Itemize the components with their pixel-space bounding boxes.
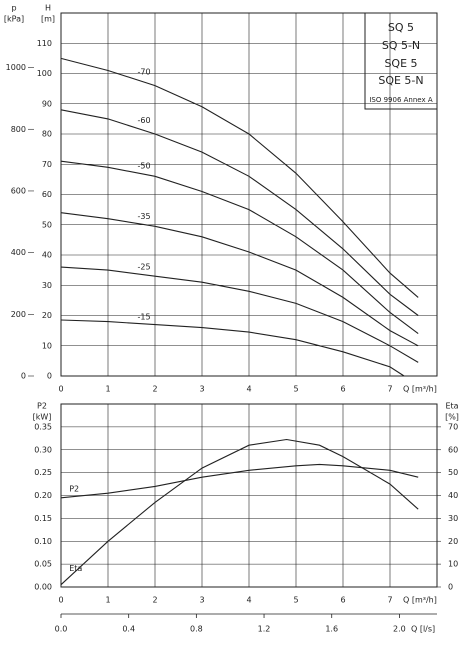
- y-tick-label: 10: [42, 341, 52, 350]
- y-tick-label: 50: [42, 220, 52, 229]
- product-label: SQ 5: [388, 21, 414, 34]
- y-tick-label: 20: [42, 311, 52, 320]
- product-box: [364, 12, 438, 110]
- y-axis-label: P2: [37, 402, 47, 411]
- curve: [60, 438, 419, 586]
- curve: [60, 160, 419, 335]
- x-tick-label: 4: [246, 596, 251, 605]
- x-tick-label: 5: [293, 596, 298, 605]
- x2-tick-label: 1.2: [258, 625, 271, 634]
- y-tick-label: 0.00: [34, 583, 52, 592]
- x-tick-label: 2: [152, 596, 157, 605]
- y-axis-label: H: [45, 4, 51, 13]
- curve: [60, 463, 419, 499]
- y2-tick-label: 50: [448, 468, 458, 477]
- y-tick-label: 40: [42, 251, 52, 260]
- curve-label: -15: [138, 313, 151, 322]
- y-tick-label: 0.05: [34, 560, 52, 569]
- y2-tick-label: 60: [448, 445, 458, 454]
- x2-tick-label: 1.6: [325, 625, 338, 634]
- y2-axis-label: p: [11, 4, 16, 13]
- x-tick-label: 0: [58, 385, 63, 394]
- x2-tick-label: 2.0: [393, 625, 406, 634]
- y-tick-label: 0.20: [34, 491, 52, 500]
- y-tick-label: 60: [42, 190, 52, 199]
- y2-tick-label: 20: [448, 537, 458, 546]
- x-tick-label: 0: [58, 596, 63, 605]
- standard-label: ISO 9906 Annex A: [369, 96, 432, 104]
- x-tick-label: 4: [246, 385, 251, 394]
- y-tick-label: 0.30: [34, 445, 52, 454]
- y2-tick-label: 200: [11, 310, 26, 319]
- curve-label: Eta: [69, 564, 82, 573]
- y2-tick-label: 40: [448, 491, 458, 500]
- x-tick-label: 5: [293, 385, 298, 394]
- y2-axis-unit: [%]: [445, 413, 459, 422]
- x-tick-label: 7: [387, 596, 392, 605]
- y2-tick-label: 30: [448, 514, 458, 523]
- x-tick-label: 3: [199, 385, 204, 394]
- y2-tick-label: 0: [21, 372, 26, 381]
- product-label: SQE 5: [384, 57, 417, 70]
- curve-label: -60: [138, 116, 151, 125]
- curve: [60, 212, 419, 347]
- x2-tick-label: 0.0: [55, 625, 68, 634]
- product-label: SQE 5-N: [378, 74, 423, 87]
- y-tick-label: 90: [42, 99, 52, 108]
- curve-label: -50: [138, 161, 151, 170]
- y2-axis-unit: [kPa]: [4, 15, 24, 24]
- curve: [60, 57, 419, 298]
- y-tick-label: 70: [42, 160, 52, 169]
- y-tick-label: 30: [42, 281, 52, 290]
- curve-label: -25: [138, 263, 151, 272]
- curve-label: -35: [138, 212, 151, 221]
- curve: [60, 266, 419, 363]
- x-tick-label: 6: [340, 385, 345, 394]
- x-axis-label: Q [m³/h]: [403, 596, 437, 605]
- x-tick-label: 6: [340, 596, 345, 605]
- y-tick-label: 0.10: [34, 537, 52, 546]
- y-axis-unit: [m]: [41, 15, 55, 24]
- y-tick-label: 110: [37, 39, 52, 48]
- x-tick-label: 3: [199, 596, 204, 605]
- x2-tick-label: 0.4: [122, 625, 135, 634]
- x-tick-label: 1: [105, 596, 110, 605]
- product-label: SQ 5-N: [382, 39, 420, 52]
- x-axis-label: Q [m³/h]: [403, 385, 437, 394]
- x-tick-label: 7: [387, 385, 392, 394]
- curve: [60, 319, 405, 377]
- y-tick-label: 0.35: [34, 422, 52, 431]
- y2-tick-label: 10: [448, 560, 458, 569]
- y2-axis-label: Eta: [445, 402, 458, 411]
- y-tick-label: 0.15: [34, 514, 52, 523]
- y2-tick-label: 400: [11, 248, 26, 257]
- x2-tick-label: 0.8: [190, 625, 203, 634]
- y-tick-label: 0.25: [34, 468, 52, 477]
- x-tick-label: 2: [152, 385, 157, 394]
- curve-label: -70: [138, 68, 151, 77]
- y2-tick-label: 0: [448, 583, 453, 592]
- curve: [60, 109, 419, 316]
- y-tick-label: 0: [47, 372, 52, 381]
- curve-label: P2: [69, 485, 79, 494]
- y-tick-label: 80: [42, 130, 52, 139]
- y2-tick-label: 800: [11, 125, 26, 134]
- y2-tick-label: 70: [448, 422, 458, 431]
- x2-axis-label: Q [l/s]: [411, 625, 435, 634]
- x-tick-label: 1: [105, 385, 110, 394]
- y2-tick-label: 600: [11, 186, 26, 195]
- y-axis-unit: [kW]: [33, 413, 52, 422]
- y2-tick-label: 1000: [6, 63, 26, 72]
- y-tick-label: 100: [37, 69, 52, 78]
